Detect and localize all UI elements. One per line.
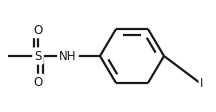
Text: NH: NH [59,50,77,62]
Text: S: S [34,50,42,62]
Text: O: O [33,24,43,37]
Text: I: I [200,76,203,89]
Text: O: O [33,75,43,88]
